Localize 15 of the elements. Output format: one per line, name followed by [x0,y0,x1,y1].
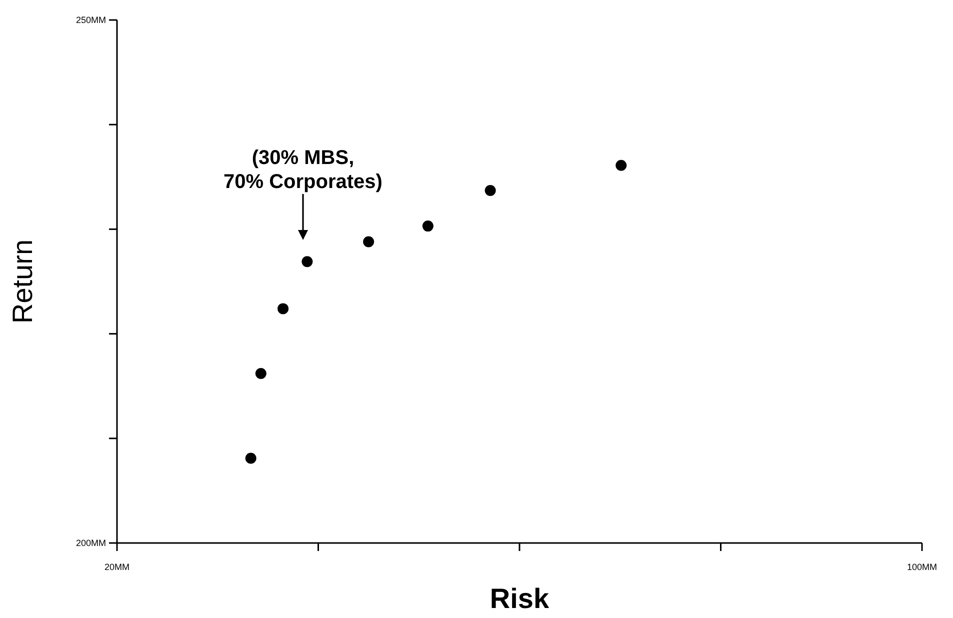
x-tick-label: 20MM [104,562,130,572]
point [245,452,256,464]
point [363,236,374,248]
x-axis-title: Risk [490,583,550,614]
point [616,160,627,171]
point [302,256,313,268]
annotation: (30% MBS, 70% Corporates) [224,147,382,193]
y-tick-label: 250MM [76,15,106,25]
point [278,303,289,314]
point [484,185,496,196]
x-tick-label: 100MM [906,562,938,572]
point [422,220,434,232]
y-tick-label: 200MM [76,538,106,548]
point [255,368,266,380]
y-axis-title: Return [7,239,38,324]
